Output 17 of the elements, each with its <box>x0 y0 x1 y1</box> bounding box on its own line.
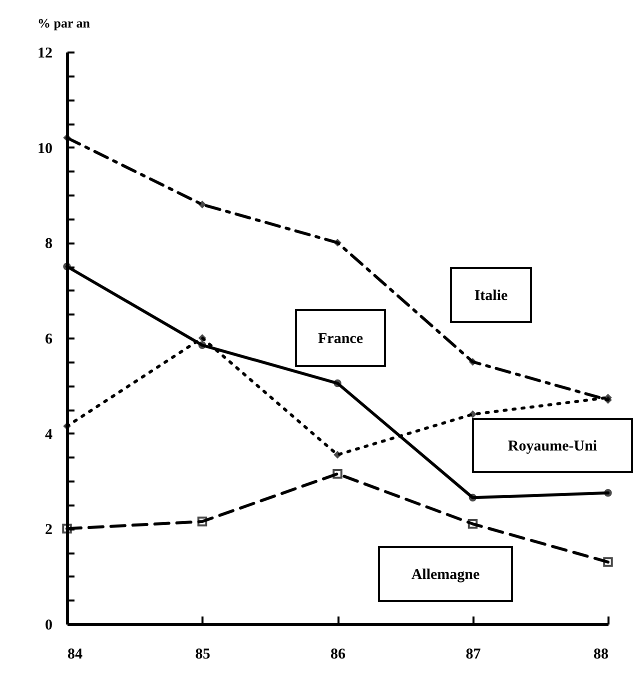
y-tick-label: 6 <box>45 332 53 348</box>
x-tick-label: 88 <box>594 646 608 662</box>
series-label: France <box>318 331 364 347</box>
x-tick-label: 85 <box>195 646 210 662</box>
text: Italie <box>474 288 508 304</box>
x-tick-label: 86 <box>330 646 346 662</box>
y-tick-label: 4 <box>45 426 53 443</box>
x-tick-label: 87 <box>466 646 482 662</box>
y-tick-label: 12 <box>38 46 52 62</box>
y-tick-label: 8 <box>45 236 52 252</box>
series-label: Royaume-Uni <box>508 438 598 454</box>
y-tick-label: 2 <box>45 522 52 538</box>
text: Allemagne <box>411 567 480 583</box>
y-tick-label: 10 <box>38 140 52 157</box>
x-tick-label: 84 <box>68 646 83 662</box>
y-tick-label: 0 <box>45 618 52 634</box>
y-axis-title: % par an <box>38 16 91 30</box>
